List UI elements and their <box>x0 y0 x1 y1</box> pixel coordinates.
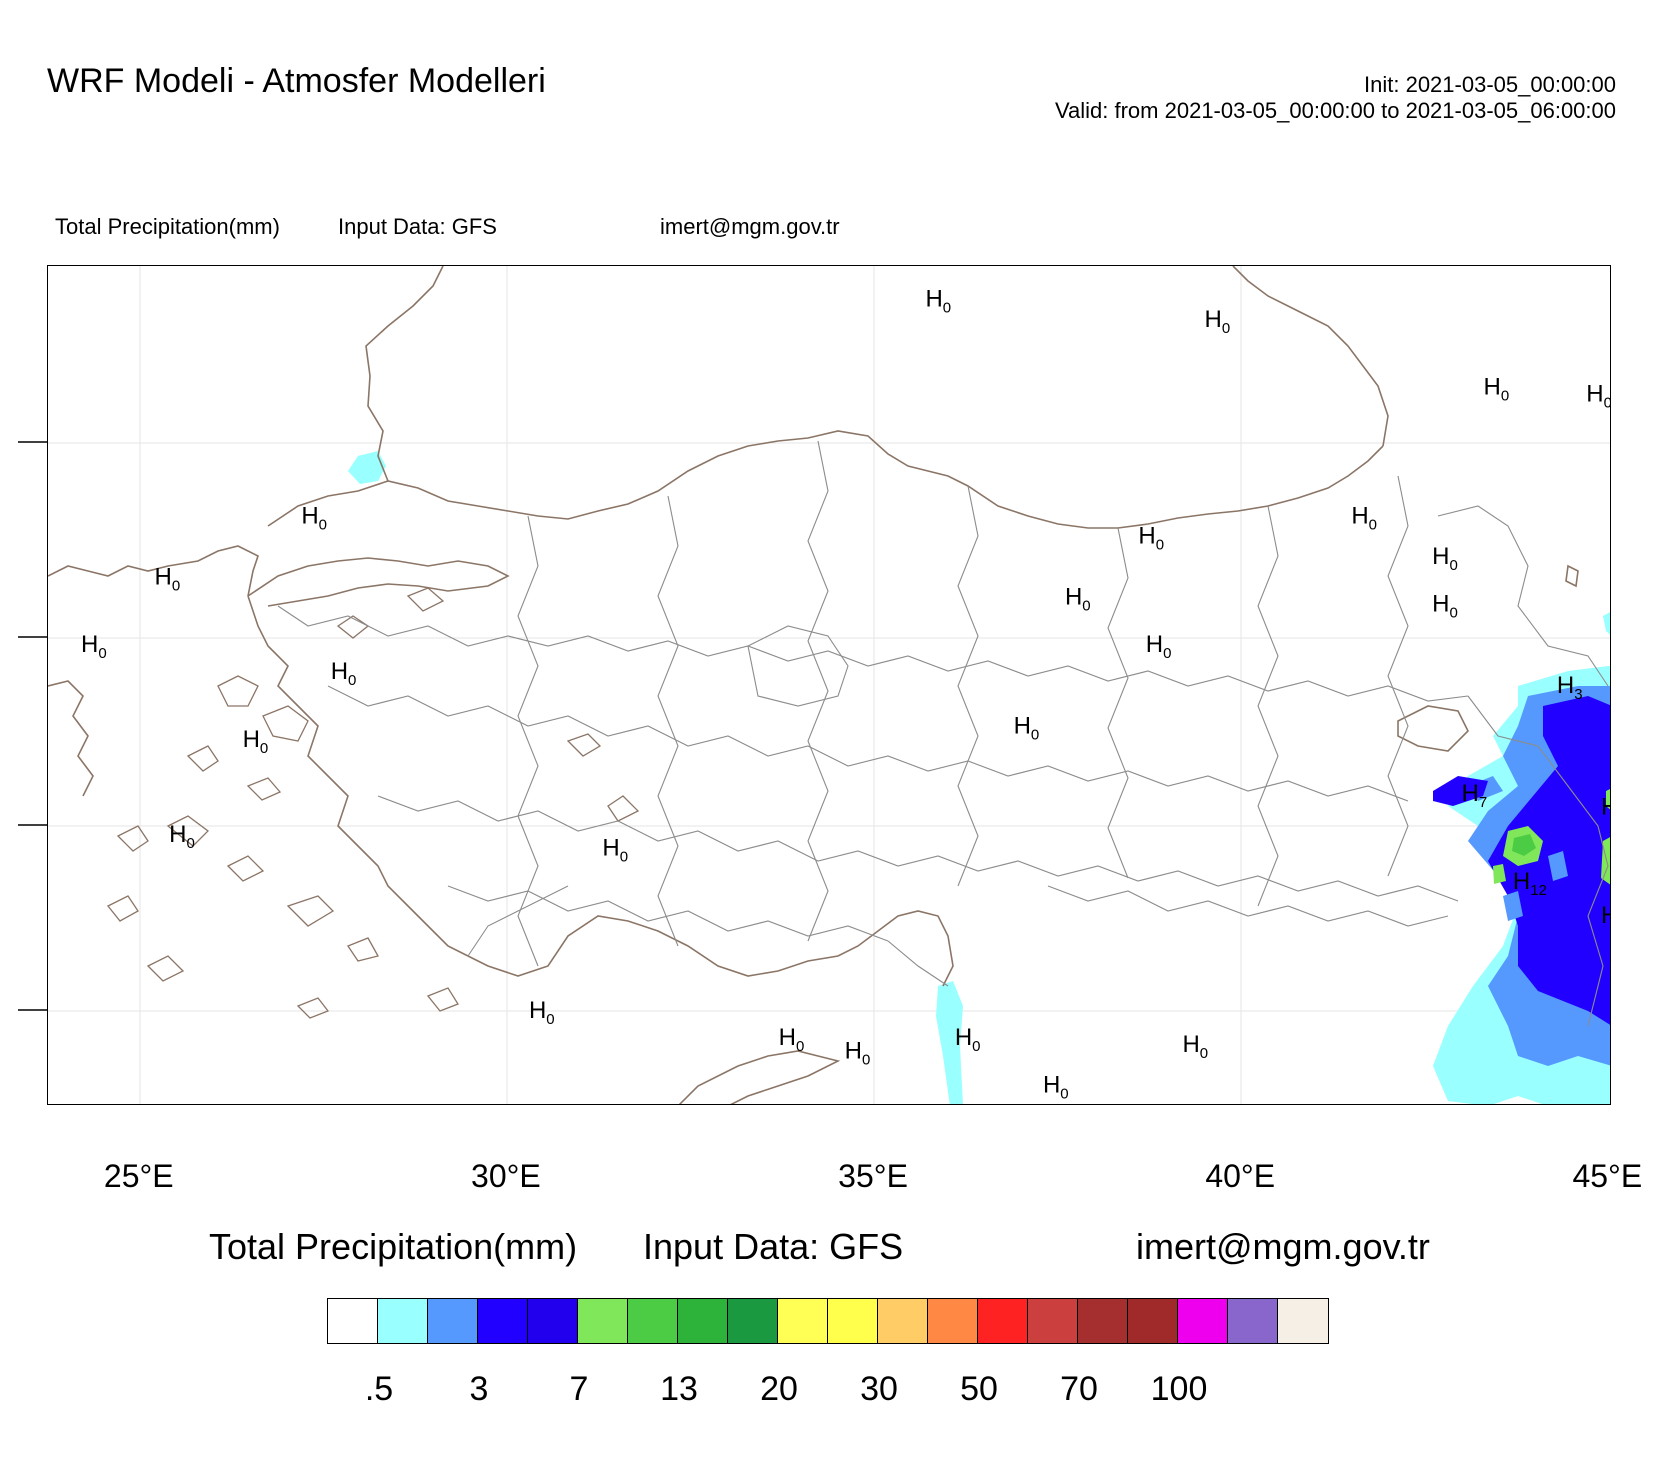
h-marker: H0 <box>1043 1071 1069 1102</box>
map-title: WRF Modeli - Atmosfer Modelleri <box>47 62 546 100</box>
colorbar-title-input: Input Data: GFS <box>643 1226 904 1267</box>
colorbar-swatch <box>1278 1299 1328 1343</box>
h-marker: H0 <box>1351 502 1377 533</box>
lon-tick-label: 35°E <box>838 1158 908 1194</box>
graticule <box>48 266 1610 1104</box>
h-marker: H0 <box>1484 374 1510 405</box>
colorbar-swatch <box>528 1299 578 1343</box>
h-marker: H0 <box>1065 584 1091 615</box>
colorbar-swatch <box>1078 1299 1128 1343</box>
precipitation-field <box>348 451 1610 1104</box>
h-marker: H0 <box>1182 1031 1208 1062</box>
lon-tick-label: 45°E <box>1572 1158 1643 1194</box>
colorbar-swatch <box>1228 1299 1278 1343</box>
colorbar-tick-label: 20 <box>760 1370 798 1408</box>
valid-time: Valid: from 2021-03-05_00:00:00 to 2021-… <box>1054 98 1616 123</box>
colorbar-swatch <box>1178 1299 1228 1343</box>
h-marker: H0 <box>331 658 357 689</box>
init-time: Init: 2021-03-05_00:00:00 <box>1364 72 1616 97</box>
precipitation-map: H0 H0 H0 H0 H0 H0 H0 H0 H0 H0 H0 H0 H0 H0 H3 H0 H0 H7 H1 H0… <box>47 265 1611 1105</box>
colorbar-swatch <box>1128 1299 1178 1343</box>
lon-tick-label: 30°E <box>471 1158 541 1194</box>
lat-tick-marks <box>18 441 48 1011</box>
colorbar-swatch <box>428 1299 478 1343</box>
colorbar-tick-label: 30 <box>860 1370 898 1408</box>
h-marker: H0 <box>169 821 195 852</box>
h-marker: H0 <box>154 563 180 594</box>
h-marker: H0 <box>779 1024 805 1055</box>
colorbar-swatch <box>778 1299 828 1343</box>
lon-tick-label: 25°E <box>103 1158 174 1194</box>
h-marker: H0 <box>1138 523 1164 554</box>
h-marker: H0 <box>1586 380 1611 411</box>
subtitle-email: imert@mgm.gov.tr <box>660 214 840 239</box>
h-marker: H0 <box>529 997 555 1028</box>
colorbar-swatch <box>878 1299 928 1343</box>
h-marker: H3 <box>1557 672 1583 703</box>
h-marker: H0 <box>925 286 951 317</box>
colorbar-title-variable: Total Precipitation(mm) <box>209 1226 578 1267</box>
colorbar-tick-label: 13 <box>660 1370 698 1408</box>
colorbar-swatch <box>728 1299 778 1343</box>
colorbar-swatch <box>928 1299 978 1343</box>
colorbar-tick-label: 100 <box>1150 1370 1208 1408</box>
colorbar-title-email: imert@mgm.gov.tr <box>1136 1226 1430 1267</box>
h-marker: H0 <box>1432 543 1458 574</box>
colorbar-swatch <box>678 1299 728 1343</box>
h-marker: H0 <box>301 502 327 533</box>
coastline <box>48 266 1579 1104</box>
h-marker: H0 <box>845 1038 871 1069</box>
high-pressure-markers: H0 H0 H0 H0 H0 H0 H0 H0 H0 H0 H0 H0 H0 H0 H3 H0 H0 H7 H1 H0… <box>81 286 1611 1103</box>
h-marker: H0 <box>1432 590 1458 621</box>
colorbar-swatch <box>478 1299 528 1343</box>
h-marker: H0 <box>243 726 269 757</box>
colorbar-tick-label: 70 <box>1060 1370 1098 1408</box>
colorbar-swatch <box>978 1299 1028 1343</box>
h-marker: H0 <box>81 631 107 662</box>
province-borders <box>277 440 1609 1027</box>
lon-tick-label: 40°E <box>1205 1158 1276 1194</box>
map-canvas: H0 H0 H0 H0 H0 H0 H0 H0 H0 H0 H0 H0 H0 H0 H3 H0 H0 H7 H1 H0… <box>48 266 1611 1104</box>
colorbar-swatch <box>1028 1299 1078 1343</box>
colorbar-swatch <box>828 1299 878 1343</box>
h-marker: H7 <box>1461 780 1487 811</box>
colorbar-swatch <box>328 1299 378 1343</box>
h-marker: H0 <box>602 834 628 865</box>
islands <box>106 587 640 1019</box>
colorbar-tick-label: 50 <box>960 1370 998 1408</box>
colorbar-swatch <box>628 1299 678 1343</box>
colorbar-tick-label: 3 <box>469 1370 489 1408</box>
colorbar <box>327 1298 1329 1344</box>
colorbar-swatch <box>378 1299 428 1343</box>
h-marker: H1 <box>1601 794 1611 825</box>
h-marker: H12 <box>1513 868 1547 899</box>
h-marker: H0 <box>1204 306 1230 337</box>
h-marker: H0 <box>955 1024 981 1055</box>
colorbar-tick-label: 7 <box>569 1370 589 1408</box>
h-marker: H1 <box>1601 902 1611 933</box>
colorbar-swatch <box>578 1299 628 1343</box>
h-marker: H0 <box>1146 631 1172 662</box>
colorbar-tick-label: .5 <box>364 1370 394 1408</box>
subtitle-input: Input Data: GFS <box>338 214 497 239</box>
h-marker: H0 <box>1014 712 1040 743</box>
subtitle-variable: Total Precipitation(mm) <box>55 214 280 239</box>
